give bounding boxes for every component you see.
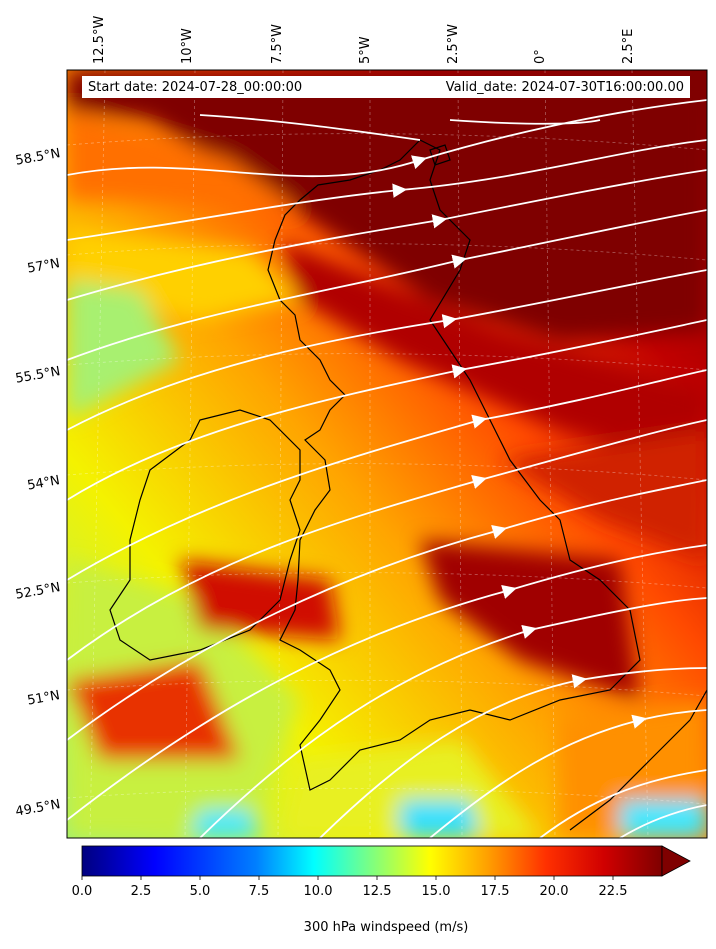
colorbar-tick: 7.5 xyxy=(248,884,270,899)
colorbar xyxy=(81,845,691,880)
start-date: Start date: 2024-07-28_00:00:00 xyxy=(88,80,303,95)
colorbar-tick: 5.0 xyxy=(189,884,211,899)
lon-label: 7.5°W xyxy=(270,23,285,64)
windspeed-field xyxy=(67,70,707,838)
colorbar-tick: 15.0 xyxy=(421,884,451,899)
date-banner: Start date: 2024-07-28_00:00:00 Valid_da… xyxy=(82,76,690,98)
colorbar-tick: 22.5 xyxy=(598,884,628,899)
colorbar-tick: 12.5 xyxy=(362,884,392,899)
lon-label: 2.5°W xyxy=(446,23,461,64)
colorbar-tick: 10.0 xyxy=(303,884,333,899)
lon-label: 10°W xyxy=(180,28,195,64)
lon-label: 0° xyxy=(533,49,548,64)
lon-label: 12.5°W xyxy=(92,15,107,64)
lon-label: 5°W xyxy=(358,36,373,64)
colorbar-tick: 17.5 xyxy=(480,884,510,899)
lon-label: 2.5°E xyxy=(621,28,636,64)
streamlines xyxy=(67,99,707,838)
valid-date: Valid_date: 2024-07-30T16:00:00.00 xyxy=(445,80,684,95)
colorbar-tick: 20.0 xyxy=(539,884,569,899)
colorbar-label: 300 hPa windspeed (m/s) xyxy=(303,920,469,935)
colorbar-tick: 0.0 xyxy=(71,884,93,899)
colorbar-tick: 2.5 xyxy=(130,884,152,899)
